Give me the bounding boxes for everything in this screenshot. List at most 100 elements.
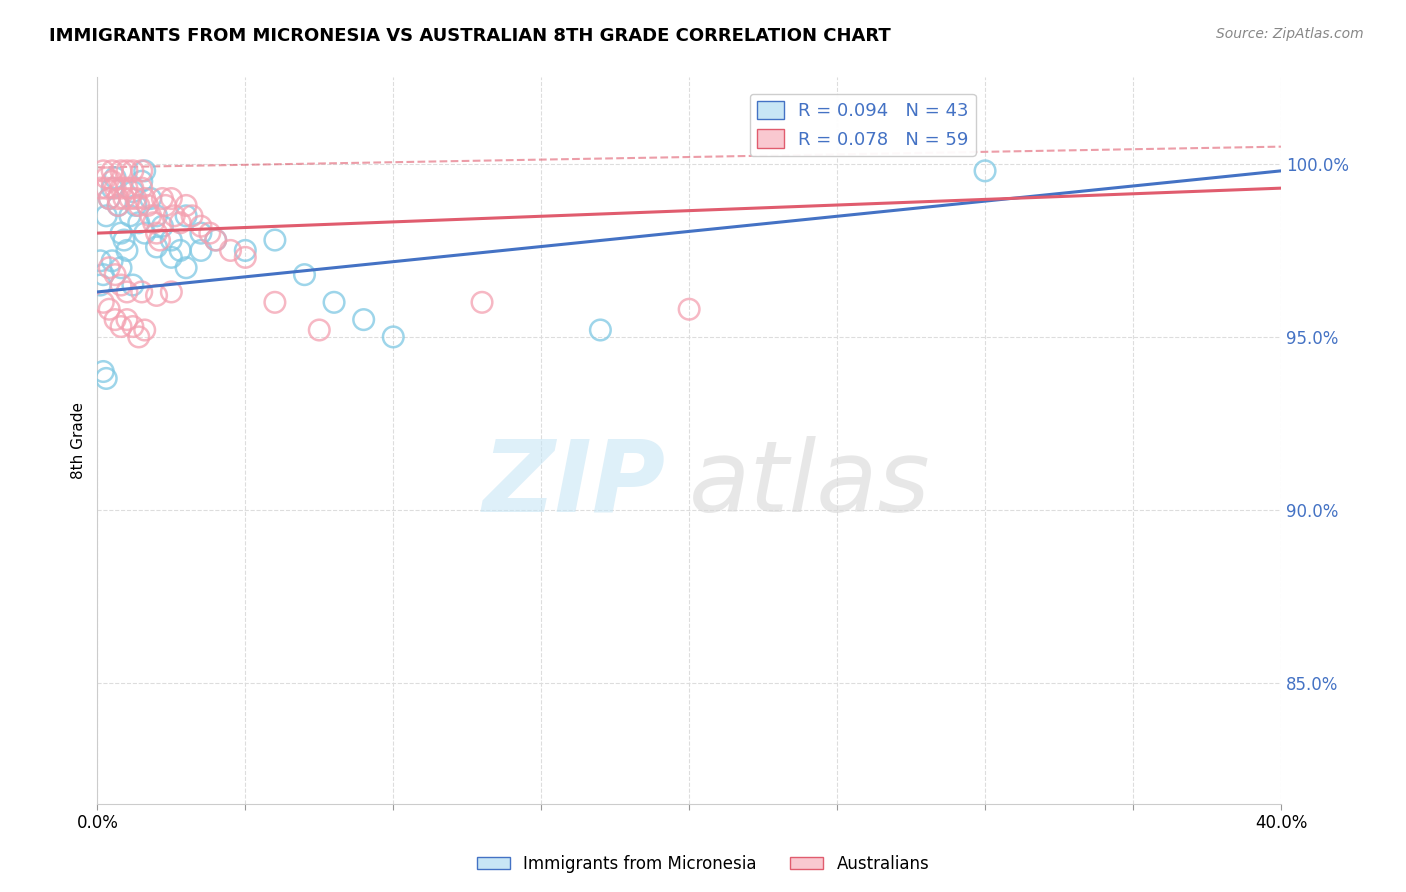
Point [125, 198, 148, 212]
Point [145, 240, 167, 254]
Point [148, 233, 170, 247]
Point [118, 209, 141, 223]
Point [181, 209, 204, 223]
Point [128, 198, 150, 212]
Point [134, 192, 156, 206]
Point [134, 323, 156, 337]
Point [233, 251, 256, 265]
Point [174, 209, 197, 223]
Point [115, 181, 138, 195]
Point [163, 209, 186, 223]
Point [264, 233, 287, 247]
Point [142, 216, 165, 230]
Point [678, 302, 700, 317]
Point [101, 181, 124, 195]
Point [115, 244, 138, 258]
Point [219, 244, 242, 258]
Point [323, 295, 346, 310]
Point [155, 198, 177, 212]
Point [104, 170, 127, 185]
Legend: Immigrants from Micronesia, Australians: Immigrants from Micronesia, Australians [470, 848, 936, 880]
Point [91, 268, 114, 282]
Point [160, 251, 183, 265]
Legend: R = 0.094   N = 43, R = 0.078   N = 59: R = 0.094 N = 43, R = 0.078 N = 59 [749, 94, 976, 156]
Point [174, 260, 197, 275]
Point [152, 192, 174, 206]
Point [131, 285, 153, 299]
Point [160, 285, 183, 299]
Point [204, 233, 226, 247]
Point [110, 278, 132, 293]
Point [121, 181, 143, 195]
Point [110, 260, 132, 275]
Point [98, 192, 121, 206]
Point [89, 253, 111, 268]
Point [134, 164, 156, 178]
Point [294, 268, 316, 282]
Point [128, 330, 150, 344]
Point [104, 312, 127, 326]
Point [169, 216, 191, 230]
Point [115, 285, 138, 299]
Y-axis label: 8th Grade: 8th Grade [72, 402, 86, 479]
Text: ZIP: ZIP [482, 436, 665, 533]
Point [198, 226, 221, 240]
Point [308, 323, 330, 337]
Point [589, 323, 612, 337]
Point [101, 174, 124, 188]
Point [160, 192, 183, 206]
Point [110, 226, 132, 240]
Point [128, 216, 150, 230]
Point [91, 295, 114, 310]
Point [115, 312, 138, 326]
Point [125, 192, 148, 206]
Point [174, 198, 197, 212]
Point [115, 164, 138, 178]
Point [121, 185, 143, 199]
Point [190, 244, 212, 258]
Point [190, 226, 212, 240]
Point [89, 278, 111, 293]
Point [121, 319, 143, 334]
Point [98, 302, 121, 317]
Point [107, 198, 129, 212]
Point [353, 312, 375, 326]
Point [96, 371, 118, 385]
Point [136, 198, 159, 212]
Point [110, 181, 132, 195]
Point [974, 164, 997, 178]
Point [233, 244, 256, 258]
Point [134, 226, 156, 240]
Point [104, 181, 127, 195]
Point [145, 209, 167, 223]
Point [131, 174, 153, 188]
Point [101, 164, 124, 178]
Point [96, 209, 118, 223]
Point [121, 278, 143, 293]
Point [104, 268, 127, 282]
Point [382, 330, 405, 344]
Point [98, 192, 121, 206]
Point [101, 253, 124, 268]
Point [98, 260, 121, 275]
Point [264, 295, 287, 310]
Point [112, 233, 135, 247]
Point [145, 288, 167, 302]
Point [91, 164, 114, 178]
Text: atlas: atlas [689, 436, 931, 533]
Point [121, 164, 143, 178]
Point [131, 164, 153, 178]
Point [107, 192, 129, 206]
Point [91, 364, 114, 378]
Point [118, 192, 141, 206]
Point [110, 319, 132, 334]
Text: Source: ZipAtlas.com: Source: ZipAtlas.com [1216, 27, 1364, 41]
Point [139, 192, 162, 206]
Point [471, 295, 494, 310]
Point [131, 181, 153, 195]
Point [89, 181, 111, 195]
Point [139, 209, 162, 223]
Point [169, 244, 191, 258]
Text: IMMIGRANTS FROM MICRONESIA VS AUSTRALIAN 8TH GRADE CORRELATION CHART: IMMIGRANTS FROM MICRONESIA VS AUSTRALIAN… [49, 27, 891, 45]
Point [110, 164, 132, 178]
